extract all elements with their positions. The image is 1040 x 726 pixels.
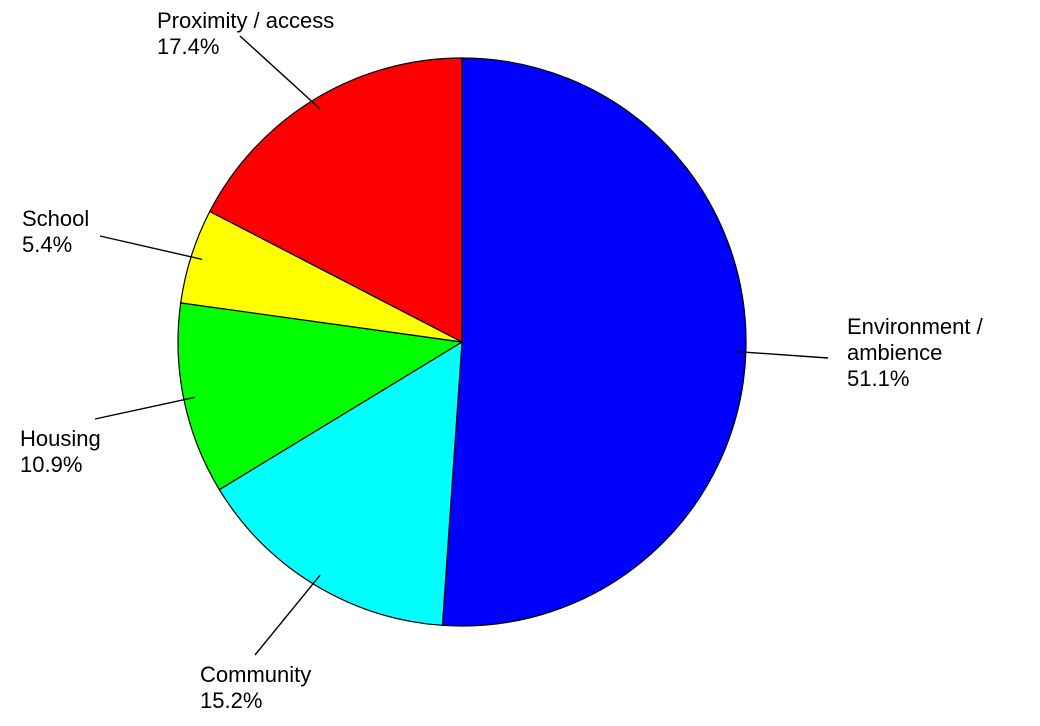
slice-label-environment-ambience: Environment / ambience 51.1%: [847, 314, 984, 391]
slice-category-housing: Housing: [20, 426, 101, 451]
slice-percent-housing: 10.9%: [20, 452, 82, 477]
slice-percent-school: 5.4%: [22, 232, 72, 257]
pie-slice-proximity-access: [208, 57, 463, 343]
slice-percent-community: 15.2%: [200, 688, 262, 713]
pie-slice-community: [218, 340, 463, 626]
slice-label-school: School 5.4%: [22, 206, 89, 257]
slice-label-community: Community 15.2%: [200, 662, 311, 713]
leader-line-proximity-access: [239, 35, 321, 110]
slice-category-environment-ambience: ambience: [847, 340, 942, 365]
slice-category-proximity-access: Proximity / access: [157, 8, 334, 33]
slice-category-environment-ambience: Environment /: [847, 314, 984, 339]
slice-label-housing: Housing 10.9%: [20, 426, 101, 477]
slice-label-proximity-access: Proximity / access 17.4%: [157, 8, 334, 59]
leader-line-housing: [94, 396, 196, 420]
pie-slice-environment-ambience: [441, 57, 747, 627]
leader-lines: [94, 35, 829, 656]
leader-line-environment-ambience: [734, 350, 829, 359]
slice-labels: Environment / ambience 51.1% Community 15.2%…: [20, 8, 984, 713]
slice-percent-proximity-access: 17.4%: [157, 34, 219, 59]
slice-percent-environment-ambience: 51.1%: [847, 366, 909, 391]
slice-category-community: Community: [200, 662, 311, 687]
slice-category-school: School: [22, 206, 89, 231]
pie-slices: [177, 57, 747, 627]
leader-line-community: [254, 574, 321, 656]
leader-line-school: [99, 235, 203, 261]
